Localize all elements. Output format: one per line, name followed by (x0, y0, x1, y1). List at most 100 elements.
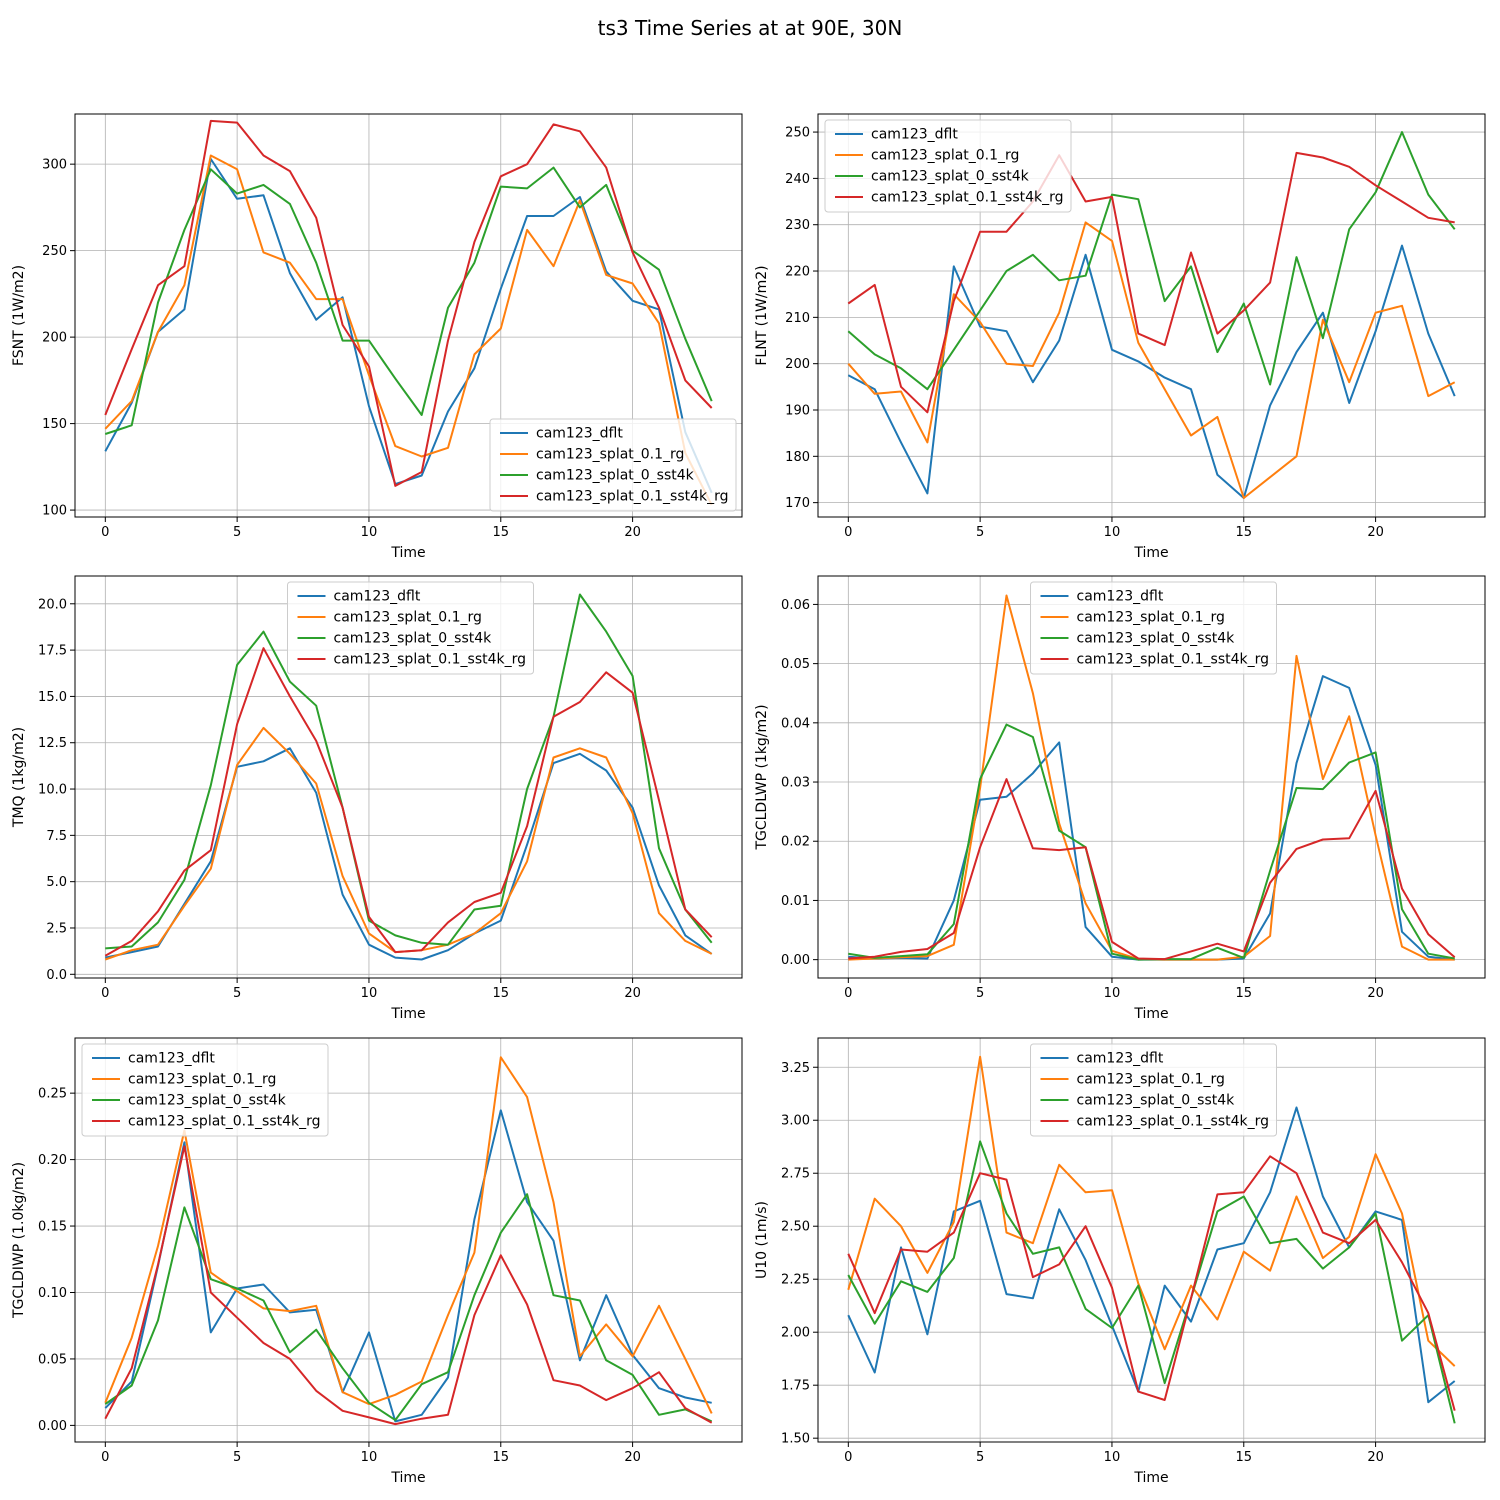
x-tick-label: 0 (844, 986, 852, 1001)
x-tick-label: 20 (624, 1450, 641, 1465)
y-tick-label: 5.0 (46, 875, 67, 890)
y-tick-label: 7.5 (46, 829, 67, 844)
y-tick-label: 0.0 (46, 968, 67, 983)
y-tick-label: 220 (785, 265, 810, 280)
x-axis-label: Time (1133, 545, 1168, 561)
y-axis-label: TMQ (1kg/m2) (11, 727, 27, 828)
y-tick-label: 3.00 (781, 1114, 810, 1129)
y-tick-label: 230 (785, 218, 810, 233)
y-axis-label: TGCLDIWP (1.0kg/m2) (11, 1162, 27, 1319)
y-tick-label: 0.20 (38, 1153, 67, 1168)
series-line-cam123_dflt (847, 1106, 1456, 1404)
panel-flnt: 0 5 10 15 20 170 180 190 200 210 220 230 240 250 Time F… (754, 113, 1486, 561)
series-line-cam123_dflt (105, 747, 713, 961)
series-line-cam123_splat_0.1_sst4k_rg (104, 1145, 713, 1426)
x-tick-label: 20 (624, 525, 641, 540)
y-tick-label: 250 (42, 244, 67, 259)
series-line-cam123_splat_0.1_sst4k_rg (104, 119, 713, 487)
axes-frame (817, 1037, 1486, 1443)
axes-frame (817, 113, 1486, 518)
legend: cam123_dflt cam123_splat_0.1_rg cam123_spl… (81, 1043, 329, 1137)
y-tick-label: 150 (42, 417, 67, 432)
legend-label: cam123_splat_0_sst4k (334, 631, 493, 647)
axes-frame (74, 113, 743, 518)
y-tick-label: 0.00 (781, 953, 810, 968)
y-tick-label: 1.75 (781, 1379, 810, 1394)
legend-label: cam123_splat_0.1_sst4k_rg (1077, 1114, 1270, 1130)
x-tick-label: 15 (492, 525, 509, 540)
figure-title: ts3 Time Series at at 90E, 30N (597, 16, 903, 40)
x-axis-label: Time (390, 545, 425, 561)
legend-label: cam123_dflt (128, 1051, 215, 1067)
legend-label: cam123_dflt (536, 426, 623, 442)
y-tick-label: 0.00 (38, 1419, 67, 1434)
y-tick-label: 300 (42, 158, 67, 173)
y-tick-label: 2.50 (781, 1220, 810, 1235)
axes-frame (74, 1037, 743, 1443)
series-line-cam123_splat_0.1_rg (847, 1055, 1456, 1367)
x-tick-label: 0 (844, 1450, 852, 1465)
legend-label: cam123_splat_0.1_sst4k_rg (1077, 652, 1270, 668)
y-tick-label: 170 (785, 496, 810, 511)
legend-label: cam123_splat_0_sst4k (536, 468, 695, 484)
y-tick-label: 12.5 (38, 736, 67, 751)
x-tick-label: 10 (361, 525, 378, 540)
y-tick-label: 0.03 (781, 776, 810, 791)
y-tick-label: 210 (785, 311, 810, 326)
y-tick-label: 2.00 (781, 1326, 810, 1341)
x-axis-label: Time (390, 1006, 425, 1022)
y-tick-label: 17.5 (38, 644, 67, 659)
y-tick-label: 20.0 (38, 597, 67, 612)
legend: cam123_dflt cam123_splat_0.1_rg cam123_spl… (1030, 581, 1277, 675)
y-axis-label: FLNT (1W/m2) (754, 265, 770, 365)
axes-frame (817, 575, 1486, 979)
legend-label: cam123_splat_0_sst4k (1077, 1093, 1236, 1109)
x-tick-label: 0 (101, 986, 109, 1001)
y-tick-label: 0.02 (781, 835, 810, 850)
x-tick-label: 0 (101, 1450, 109, 1465)
legend-label: cam123_splat_0.1_sst4k_rg (334, 652, 527, 668)
legend-box (824, 119, 1072, 213)
y-tick-label: 10.0 (38, 783, 67, 798)
legend-label: cam123_splat_0.1_sst4k_rg (128, 1114, 321, 1130)
legend: cam123_dflt cam123_splat_0.1_rg cam123_spl… (287, 581, 534, 675)
y-tick-label: 0.01 (781, 894, 810, 909)
series-line-cam123_dflt (847, 244, 1456, 499)
legend-box (489, 418, 737, 512)
x-tick-label: 20 (1367, 1450, 1384, 1465)
x-tick-label: 5 (233, 1450, 241, 1465)
x-tick-label: 5 (976, 525, 984, 540)
series-line-cam123_splat_0.1_rg (104, 1056, 713, 1414)
legend-label: cam123_splat_0.1_rg (1077, 610, 1225, 626)
x-axis-label: Time (390, 1470, 425, 1486)
series-line-cam123_splat_0_sst4k (848, 723, 1455, 961)
panel-tmq: 0 5 10 15 20 0.0 2.5 5.0 7.5 10.0 12.5 15.0 17.5 20.0… (11, 575, 743, 1022)
y-tick-label: 0.10 (38, 1286, 67, 1301)
x-tick-label: 15 (1235, 986, 1252, 1001)
x-tick-label: 0 (844, 525, 852, 540)
series-line-cam123_dflt (848, 675, 1455, 961)
y-tick-label: 0.05 (781, 657, 810, 672)
series-line-cam123_splat_0.1_sst4k_rg (104, 647, 713, 957)
x-tick-label: 5 (976, 986, 984, 1001)
panel-tgcldlwp: 0 5 10 15 20 0.00 0.01 0.02 0.03 0.04 0.05 0.06 Time… (754, 575, 1486, 1022)
panel-tgcldiwp: 0 5 10 15 20 0.00 0.05 0.10 0.15 0.20 0.25 Time TGCL… (11, 1037, 743, 1486)
legend-label: cam123_splat_0.1_sst4k_rg (536, 489, 729, 505)
y-axis-label: FSNT (1W/m2) (11, 265, 27, 366)
series-line-cam123_splat_0_sst4k (847, 131, 1456, 391)
y-tick-label: 1.50 (781, 1432, 810, 1447)
legend: cam123_dflt cam123_splat_0.1_rg cam123_spl… (489, 418, 737, 512)
legend-box (81, 1043, 329, 1137)
x-tick-label: 15 (492, 986, 509, 1001)
panel-fsnt: 0 5 10 15 20 100 150 200 250 300 Time FSNT (1W/m2) c… (11, 113, 743, 561)
y-tick-label: 0.05 (38, 1352, 67, 1367)
legend-label: cam123_splat_0.1_rg (334, 610, 482, 626)
y-tick-label: 190 (785, 403, 810, 418)
y-tick-label: 100 (42, 504, 67, 519)
y-tick-label: 2.75 (781, 1167, 810, 1182)
series-line-cam123_splat_0_sst4k (105, 593, 713, 950)
x-tick-label: 5 (233, 986, 241, 1001)
x-tick-label: 10 (361, 1450, 378, 1465)
y-tick-label: 0.04 (781, 716, 810, 731)
